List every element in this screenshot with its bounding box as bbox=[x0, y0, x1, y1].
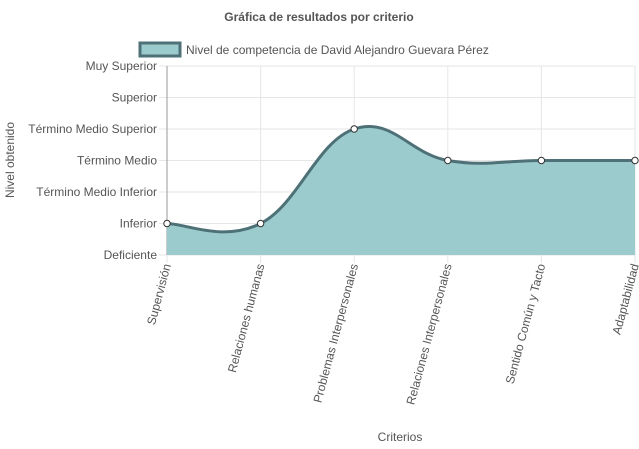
data-points[interactable] bbox=[163, 125, 639, 228]
data-point-1[interactable] bbox=[163, 219, 171, 228]
x-tick-label: Adaptabilidad bbox=[610, 262, 639, 336]
y-tick-label: Inferior bbox=[120, 217, 157, 231]
x-tick-label: Supervisión bbox=[144, 262, 174, 326]
legend-label: Nivel de competencia de David Alejandro … bbox=[186, 43, 489, 57]
y-tick-label: Término Medio Inferior bbox=[36, 185, 157, 199]
chart-title: Gráfica de resultados por criterio bbox=[224, 10, 413, 24]
data-point-6[interactable] bbox=[631, 156, 639, 165]
data-point-5[interactable] bbox=[537, 156, 546, 165]
y-tick-label: Término Medio Superior bbox=[28, 122, 157, 136]
x-axis-title: Criterios bbox=[378, 430, 423, 444]
y-axis-title: Nivel obtenido bbox=[3, 122, 17, 198]
y-tick-label: Superior bbox=[112, 91, 157, 105]
data-point-2[interactable] bbox=[256, 219, 265, 228]
data-point-3[interactable] bbox=[350, 125, 358, 133]
y-tick-label: Muy Superior bbox=[86, 59, 157, 73]
x-tick-label: Relaciones humanas bbox=[225, 262, 268, 374]
x-tick-label: Sentido Común y Tacto bbox=[503, 262, 549, 386]
x-tick-label: Problemas Interpersonales bbox=[310, 262, 361, 404]
legend[interactable]: Nivel de competencia de David Alejandro … bbox=[138, 41, 489, 58]
series-area bbox=[166, 125, 635, 255]
y-axis-ticks: Deficiente Inferior Término Medio Inferior… bbox=[28, 59, 157, 262]
y-tick-label: Término Medio bbox=[77, 154, 157, 168]
data-point-4[interactable] bbox=[444, 156, 452, 165]
series-area-fill bbox=[167, 126, 635, 255]
legend-swatch bbox=[138, 41, 182, 58]
x-axis-ticks: Supervisión Relaciones humanas Problemas I… bbox=[144, 262, 639, 406]
x-tick-label: Relaciones Interpersonales bbox=[404, 262, 455, 406]
y-tick-label: Deficiente bbox=[104, 248, 158, 262]
